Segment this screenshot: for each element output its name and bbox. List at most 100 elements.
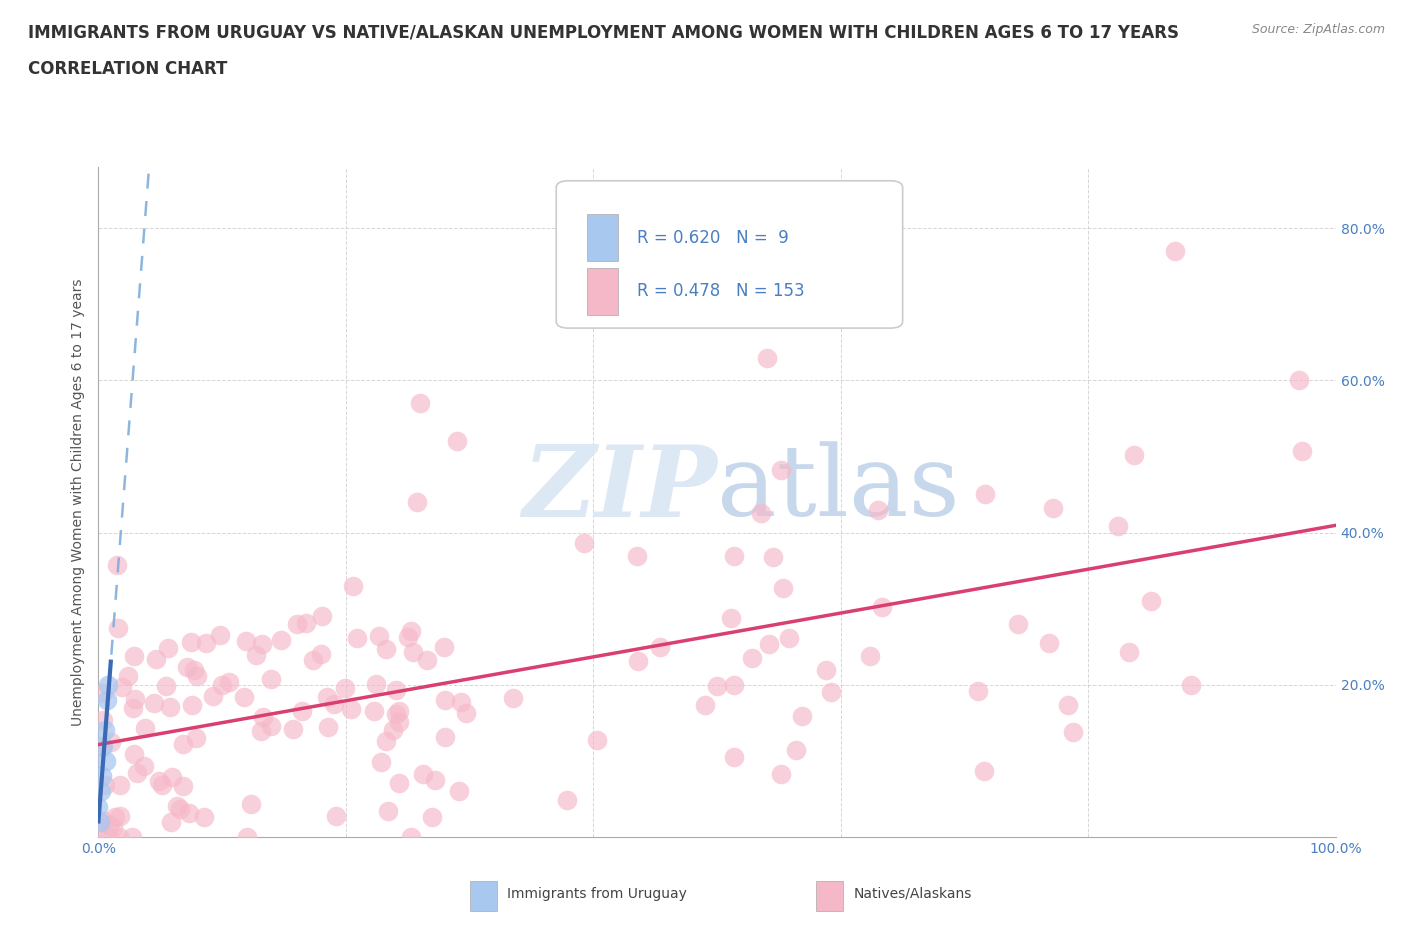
Point	[1164, 244, 1187, 259]
Point	[132, 759, 155, 774]
Point	[416, 653, 439, 668]
Text: Natives/Alaskans: Natives/Alaskans	[853, 887, 972, 901]
Point	[93, 738, 115, 753]
Point	[967, 684, 990, 698]
Point	[89, 815, 111, 830]
Point	[235, 633, 257, 648]
Point	[454, 705, 477, 720]
Point	[346, 631, 368, 645]
FancyBboxPatch shape	[815, 881, 844, 910]
Point	[706, 679, 728, 694]
Point	[586, 733, 609, 748]
Point	[91, 769, 114, 784]
Text: ZIP: ZIP	[522, 441, 717, 537]
Point	[1123, 447, 1146, 462]
FancyBboxPatch shape	[588, 214, 619, 261]
Text: R = 0.478   N = 153: R = 0.478 N = 153	[637, 283, 804, 300]
Point	[648, 640, 671, 655]
Point	[245, 647, 267, 662]
Point	[1038, 635, 1060, 650]
Point	[97, 830, 120, 844]
Text: Immigrants from Uruguay: Immigrants from Uruguay	[506, 887, 686, 901]
Point	[973, 486, 995, 501]
Point	[93, 814, 115, 829]
Point	[790, 709, 813, 724]
Point	[90, 784, 112, 799]
Point	[290, 703, 312, 718]
Point	[160, 769, 183, 784]
Point	[250, 724, 273, 738]
Point	[100, 734, 122, 749]
Point	[375, 641, 398, 656]
Point	[97, 817, 120, 832]
FancyBboxPatch shape	[588, 268, 619, 314]
Point	[111, 680, 134, 695]
Point	[287, 617, 309, 631]
Point	[160, 815, 183, 830]
Point	[150, 777, 173, 792]
Point	[973, 764, 995, 778]
Point	[105, 557, 128, 572]
Point	[1107, 518, 1129, 533]
Point	[172, 737, 194, 751]
Point	[778, 631, 800, 645]
Point	[311, 646, 333, 661]
Point	[233, 689, 256, 704]
Point	[311, 608, 333, 623]
Point	[723, 548, 745, 563]
Point	[259, 719, 281, 734]
Point	[381, 722, 404, 737]
Point	[172, 779, 194, 794]
Point	[194, 635, 217, 650]
Point	[281, 722, 304, 737]
Point	[260, 671, 283, 686]
Point	[295, 615, 318, 630]
Point	[124, 649, 146, 664]
Point	[1057, 698, 1080, 712]
Point	[159, 699, 181, 714]
Point	[785, 743, 807, 758]
Point	[447, 783, 470, 798]
Point	[96, 693, 118, 708]
Point	[110, 777, 132, 792]
Point	[749, 505, 772, 520]
Point	[107, 620, 129, 635]
Point	[104, 810, 127, 825]
Point	[758, 636, 780, 651]
Point	[335, 681, 357, 696]
Point	[1291, 444, 1313, 458]
Point	[322, 697, 344, 711]
Point	[94, 753, 117, 768]
Point	[87, 799, 110, 814]
Point	[184, 731, 207, 746]
Point	[574, 536, 596, 551]
Point	[820, 684, 842, 699]
Point	[155, 678, 177, 693]
Point	[364, 677, 387, 692]
Point	[97, 677, 120, 692]
Point	[388, 715, 411, 730]
Point	[117, 669, 139, 684]
Point	[166, 798, 188, 813]
Point	[385, 707, 408, 722]
Point	[1007, 617, 1029, 631]
Point	[772, 581, 794, 596]
Point	[1042, 500, 1064, 515]
Point	[201, 688, 224, 703]
Text: CORRELATION CHART: CORRELATION CHART	[28, 60, 228, 78]
Point	[434, 729, 457, 744]
Point	[626, 549, 648, 564]
Point	[723, 677, 745, 692]
Point	[755, 351, 778, 365]
Point	[250, 637, 273, 652]
Point	[157, 641, 180, 656]
Y-axis label: Unemployment Among Women with Children Ages 6 to 17 years: Unemployment Among Women with Children A…	[72, 278, 86, 726]
Point	[762, 550, 785, 565]
Point	[769, 462, 792, 477]
Point	[236, 830, 259, 844]
Point	[409, 396, 432, 411]
Point	[814, 662, 837, 677]
Point	[401, 830, 423, 844]
Point	[384, 683, 406, 698]
Point	[127, 765, 149, 780]
